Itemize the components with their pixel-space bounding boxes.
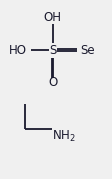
Text: OH: OH (44, 11, 62, 24)
Text: O: O (48, 76, 57, 89)
Text: S: S (49, 44, 56, 57)
Text: NH$_2$: NH$_2$ (52, 129, 75, 144)
Text: Se: Se (81, 44, 95, 57)
Text: HO: HO (9, 44, 27, 57)
